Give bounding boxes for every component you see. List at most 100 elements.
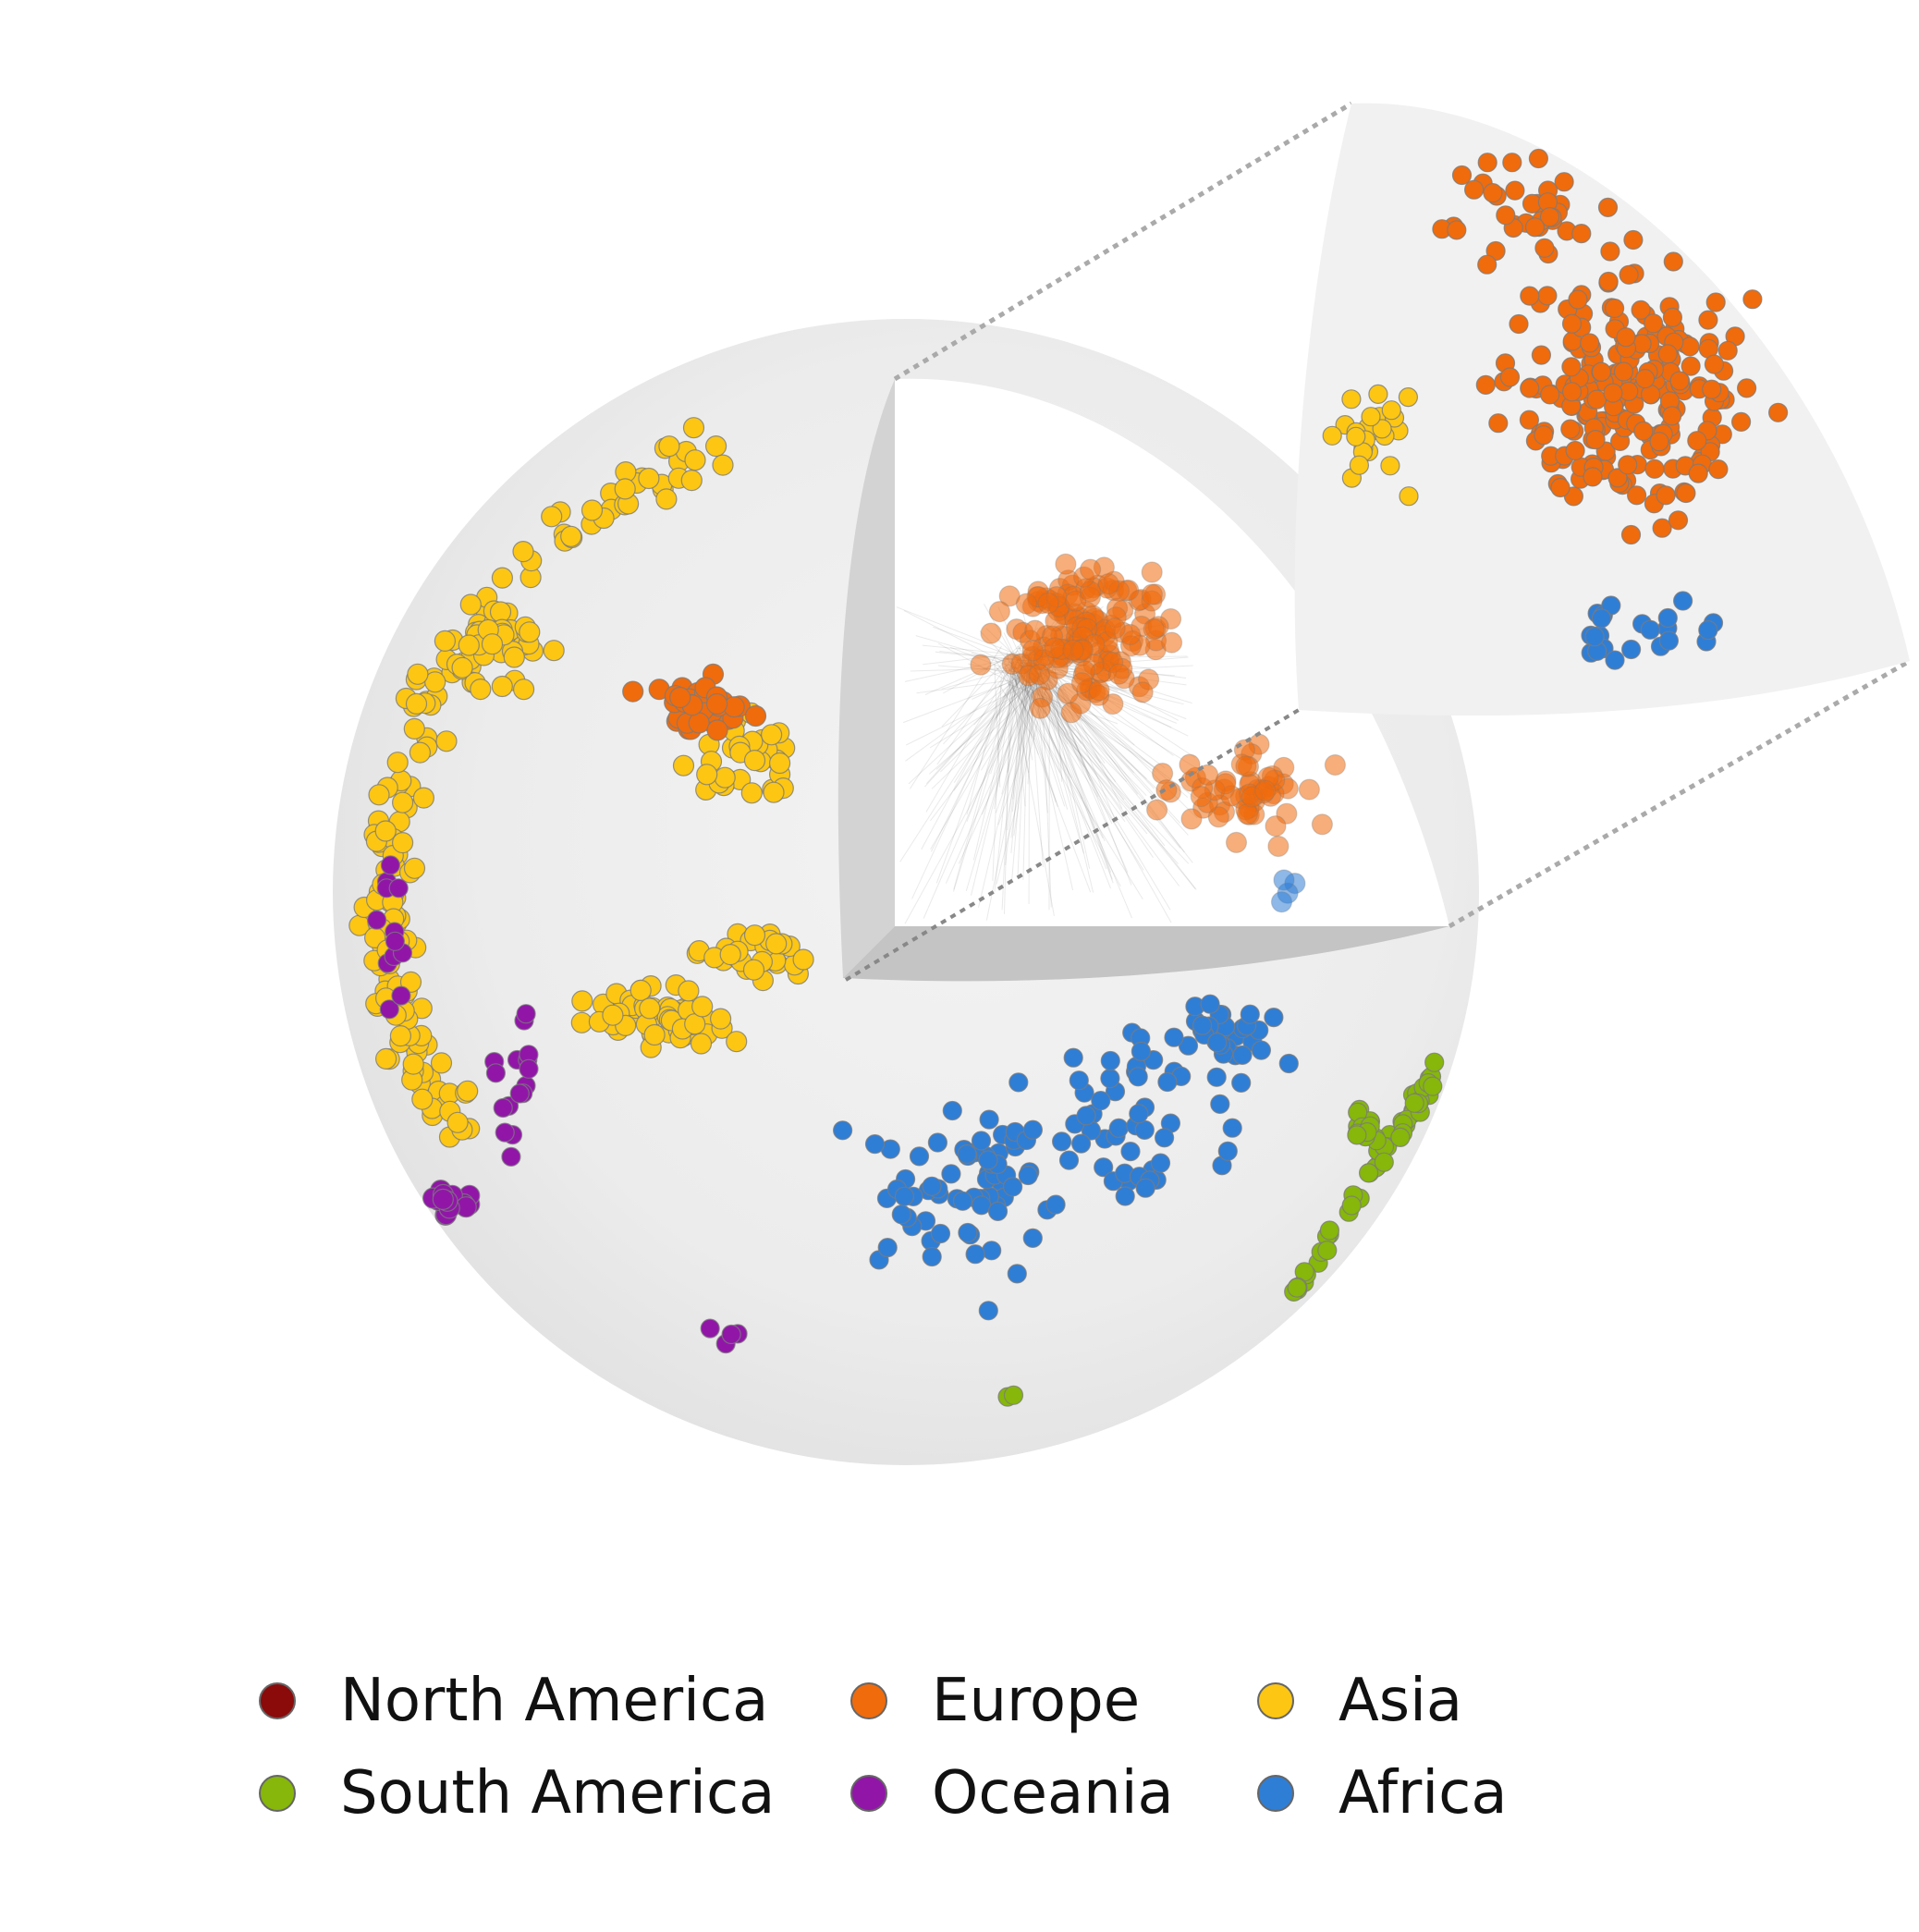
network-line: [1003, 662, 1148, 835]
point-asia: [458, 634, 480, 656]
point-asia: [712, 454, 734, 476]
point-europe: [1265, 814, 1287, 838]
point-asia: [392, 791, 414, 813]
network-line: [1012, 668, 1026, 800]
point-europe: [1475, 374, 1496, 395]
point-africa: [930, 1223, 951, 1244]
point-europe: [1145, 799, 1168, 821]
point-europe: [1652, 518, 1672, 538]
legend-label-oceania: Oceania: [932, 1759, 1174, 1828]
legend-label-north-america: North America: [340, 1667, 769, 1735]
point-asia: [714, 766, 736, 789]
point-south-america: [1424, 1052, 1445, 1072]
point-europe: [706, 719, 728, 741]
point-asia: [519, 621, 541, 643]
point-asia: [655, 488, 678, 510]
point-africa: [1232, 1045, 1253, 1066]
legend-label-europe: Europe: [932, 1667, 1141, 1735]
point-asia: [704, 435, 727, 458]
point-europe: [1550, 477, 1571, 498]
point-europe: [1656, 485, 1676, 506]
point-africa: [952, 1191, 973, 1211]
network-line: [908, 668, 1033, 785]
point-europe: [1597, 197, 1619, 217]
point-europe: [1215, 773, 1237, 795]
network-line: [899, 664, 1028, 862]
point-asia: [680, 469, 703, 492]
point-asia: [543, 640, 565, 662]
point-africa: [864, 1133, 886, 1155]
network-line: [905, 666, 1034, 762]
point-europe: [1561, 357, 1582, 377]
point-europe: [1681, 356, 1701, 376]
point-europe: [1540, 385, 1560, 405]
point-europe: [1044, 637, 1066, 659]
point-asia: [760, 724, 783, 746]
point-africa: [1018, 1165, 1038, 1186]
legend-marker-europe: [850, 1682, 887, 1719]
network-line: [981, 675, 1036, 815]
point-europe: [1143, 618, 1165, 641]
point-asia: [740, 782, 763, 804]
point-asia: [602, 1004, 624, 1026]
point-europe: [1055, 553, 1077, 575]
point-europe: [1607, 468, 1628, 488]
point-europe: [1623, 229, 1644, 251]
point-europe: [1591, 361, 1612, 382]
point-europe: [1028, 664, 1051, 686]
point-europe: [1520, 378, 1540, 398]
point-africa: [942, 1100, 962, 1121]
point-europe: [1207, 806, 1229, 828]
point-africa: [987, 1201, 1008, 1222]
network-line: [1049, 659, 1123, 809]
point-asia: [571, 990, 593, 1012]
point-africa: [1091, 1090, 1111, 1111]
network-line: [1021, 676, 1066, 807]
point-africa: [909, 1146, 930, 1167]
point-europe: [1029, 697, 1051, 719]
point-europe: [1037, 592, 1059, 615]
network-line: [924, 654, 1017, 695]
point-asia: [386, 752, 409, 774]
point-europe: [1451, 165, 1473, 186]
point-europe: [1088, 679, 1110, 702]
point-oceania: [380, 855, 400, 875]
point-asia: [658, 435, 680, 458]
point-asia: [1322, 425, 1342, 446]
point-asia: [1398, 387, 1419, 408]
point-europe: [1254, 779, 1277, 802]
point-oceania: [509, 1083, 530, 1104]
network-line: [1008, 674, 1092, 893]
network-line: [994, 665, 1001, 788]
point-asia: [743, 749, 766, 772]
point-europe: [1649, 432, 1669, 452]
network-line: [953, 664, 1031, 783]
point-africa: [1240, 1004, 1260, 1024]
point-africa: [1658, 630, 1680, 651]
point-europe: [1687, 431, 1707, 451]
point-europe: [1062, 639, 1084, 662]
point-europe: [1141, 583, 1164, 605]
point-europe: [1179, 753, 1201, 776]
network-line: [1010, 662, 1083, 800]
network-line: [930, 665, 1038, 850]
point-europe: [1488, 413, 1509, 434]
point-europe: [1742, 289, 1763, 310]
network-line: [992, 676, 1002, 881]
network-line: [1007, 672, 1028, 831]
legend-label-africa: Africa: [1338, 1759, 1508, 1828]
point-south-america: [1374, 1152, 1394, 1172]
point-europe: [1554, 172, 1574, 192]
point-europe: [705, 692, 728, 715]
point-europe: [1767, 402, 1789, 422]
point-asia: [435, 730, 458, 752]
point-asia: [491, 567, 514, 589]
point-africa: [1200, 994, 1220, 1014]
point-africa: [1131, 1041, 1152, 1062]
point-europe: [1070, 672, 1094, 694]
network-line: [1010, 656, 1030, 853]
legend-marker-oceania: [850, 1775, 887, 1812]
legend-item-asia: Asia: [1257, 1655, 1462, 1747]
network-line: [966, 668, 1008, 815]
